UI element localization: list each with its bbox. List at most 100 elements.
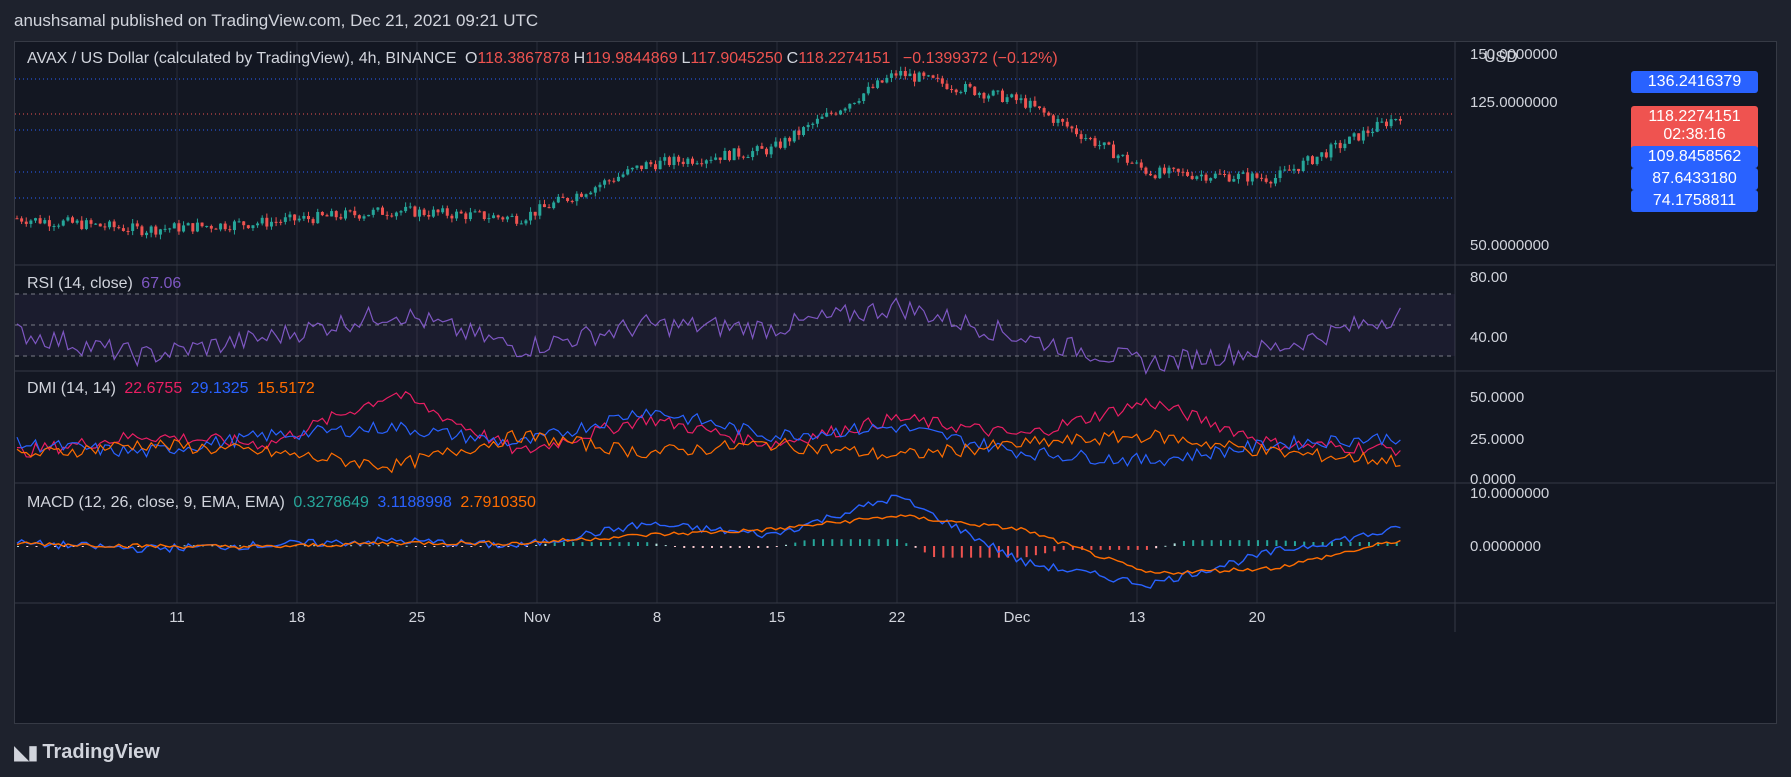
chart-frame[interactable]: 11 18 25 Nov 8 15 22 Dec 13 20 150.0000000 125.0000…: [14, 41, 1777, 724]
time-axis-tick: 20: [1249, 609, 1266, 626]
candle-body: [686, 158, 690, 165]
ohlc-value: 119.9844869: [585, 50, 678, 67]
macd-histogram-bar: [303, 545, 306, 547]
candle-body: [1227, 174, 1231, 182]
candle-body: [1162, 167, 1166, 174]
candle-body: [950, 89, 954, 91]
candle-body: [89, 220, 93, 224]
macd-histogram-bar: [896, 539, 899, 546]
candle-body: [802, 127, 806, 136]
macd-histogram-bar: [1071, 546, 1074, 550]
candle-body: [1139, 162, 1143, 168]
candle-body: [191, 223, 195, 232]
tradingview-brand[interactable]: ◣▮ TradingView: [14, 740, 160, 765]
macd-histogram-bar: [387, 545, 390, 547]
candle-body: [792, 130, 796, 142]
candle-body: [552, 202, 556, 209]
macd-histogram-bar: [1145, 546, 1148, 550]
candle-body: [75, 220, 79, 223]
candle-body: [15, 218, 19, 220]
macd-histogram-bar: [535, 544, 538, 546]
macd-histogram-bar: [590, 542, 593, 546]
ohlc-value: 118.2274151: [798, 50, 891, 67]
candle-body: [256, 223, 260, 226]
candle-body: [825, 112, 829, 117]
candle-body: [29, 220, 33, 224]
candle-body: [316, 211, 320, 224]
macd-histogram-bar: [442, 546, 445, 547]
candle-body: [510, 215, 514, 217]
macd-histogram-bar: [507, 546, 510, 547]
candle-body: [987, 95, 991, 99]
candle-body: [866, 86, 870, 94]
candle-body: [1125, 154, 1129, 163]
candle-body: [936, 77, 940, 79]
macd-label[interactable]: MACD (12, 26, close, 9, EMA, EMA): [27, 494, 285, 511]
candle-body: [80, 220, 84, 229]
macd-histogram-bar: [636, 542, 639, 546]
dmi-label[interactable]: DMI (14, 14): [27, 380, 116, 397]
candle-body: [1065, 121, 1069, 127]
candle-body: [94, 223, 98, 225]
macd-histogram-bar: [562, 542, 565, 546]
macd-histogram-bar: [701, 546, 704, 548]
candle-body: [1112, 144, 1116, 159]
macd-histogram-bar: [988, 546, 991, 558]
macd-hist-value: 0.3278649: [293, 494, 369, 511]
candle-body: [1047, 112, 1051, 116]
macd-histogram-bar: [933, 546, 936, 558]
macd-histogram-bar: [35, 546, 38, 547]
dmi-plus-value: 22.6755: [124, 380, 183, 397]
candle-body: [330, 211, 334, 217]
macd-histogram-bar: [1007, 546, 1010, 558]
macd-histogram-bar: [748, 546, 751, 548]
macd-histogram-bar: [840, 539, 843, 546]
publisher-line: anushsamal published on TradingView.com,…: [14, 11, 539, 30]
candle-body: [1278, 170, 1282, 178]
candle-body: [1371, 131, 1375, 134]
candle-body: [598, 184, 602, 188]
macd-histogram-bar: [1164, 545, 1167, 547]
candle-body: [1172, 167, 1176, 169]
candle-body: [288, 214, 292, 218]
macd-histogram-bar: [26, 546, 29, 547]
candle-body: [357, 215, 361, 219]
candle-body: [1028, 100, 1032, 108]
candle-body: [492, 215, 496, 219]
candle-body: [154, 226, 158, 235]
time-axis-tick: 15: [769, 609, 786, 626]
macd-histogram-bar: [729, 546, 732, 548]
candle-body: [376, 207, 380, 210]
candle-body: [1357, 133, 1361, 141]
macd-histogram-bar: [239, 545, 242, 547]
candle-body: [455, 211, 459, 219]
macd-histogram-bar: [1099, 546, 1102, 550]
macd-histogram-bar: [859, 539, 862, 546]
candle-body: [1056, 118, 1060, 123]
rsi-label[interactable]: RSI (14, close): [27, 275, 133, 292]
candle-body: [1301, 160, 1305, 172]
candle-body: [876, 80, 880, 88]
candle-body: [135, 223, 139, 227]
candle-body: [1213, 173, 1217, 179]
chart-canvas[interactable]: 11 18 25 Nov 8 15 22 Dec 13 20 150.0000000 125.0000…: [15, 42, 1778, 725]
candle-body: [755, 146, 759, 152]
dmi-line: [16, 408, 1401, 468]
candle-body: [908, 73, 912, 77]
candle-body: [667, 157, 671, 166]
tradingview-logo-icon: ◣▮: [14, 742, 38, 764]
candle-body: [108, 221, 112, 228]
macd-histogram-bar: [248, 545, 251, 547]
candle-body: [246, 225, 250, 229]
macd-histogram-bar: [414, 546, 417, 547]
candle-body: [1352, 133, 1356, 137]
candle-body: [57, 225, 61, 227]
candle-body: [1347, 136, 1351, 144]
candle-body: [903, 70, 907, 77]
macd-histogram-bar: [1201, 540, 1204, 546]
currency-label[interactable]: USD: [1484, 49, 1518, 66]
symbol-label[interactable]: AVAX / US Dollar (calculated by TradingV…: [27, 50, 457, 67]
candle-body: [1186, 171, 1190, 176]
candle-body: [889, 73, 893, 78]
candle-body: [1380, 121, 1384, 123]
